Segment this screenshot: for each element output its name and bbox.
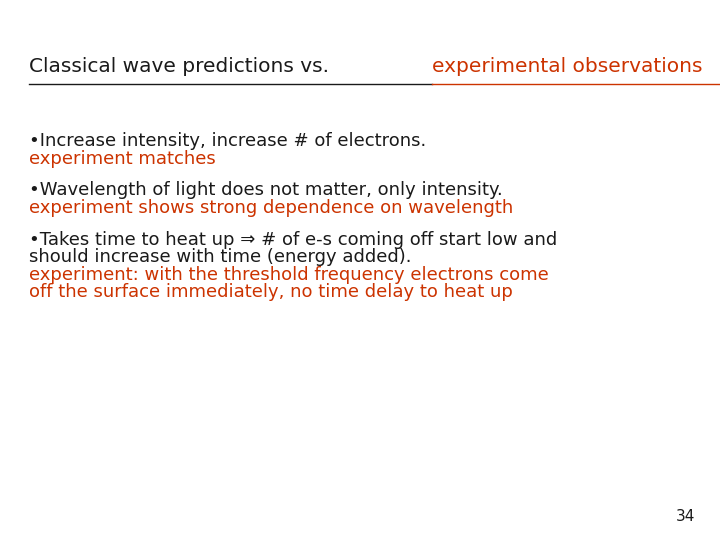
Text: experiment: with the threshold frequency electrons come: experiment: with the threshold frequency… [29, 266, 549, 284]
Text: 34: 34 [675, 509, 695, 524]
Text: •Takes time to heat up ⇒ # of e-s coming off start low and: •Takes time to heat up ⇒ # of e-s coming… [29, 231, 557, 248]
Text: experiment shows strong dependence on wavelength: experiment shows strong dependence on wa… [29, 199, 513, 217]
Text: •Increase intensity, increase # of electrons.: •Increase intensity, increase # of elect… [29, 132, 426, 150]
Text: •Wavelength of light does not matter, only intensity.: •Wavelength of light does not matter, on… [29, 181, 503, 199]
Text: experimental observations: experimental observations [432, 57, 703, 76]
Text: should increase with time (energy added).: should increase with time (energy added)… [29, 248, 411, 266]
Text: off the surface immediately, no time delay to heat up: off the surface immediately, no time del… [29, 283, 513, 301]
Text: Classical wave predictions vs.: Classical wave predictions vs. [29, 57, 341, 76]
Text: experiment matches: experiment matches [29, 150, 215, 168]
